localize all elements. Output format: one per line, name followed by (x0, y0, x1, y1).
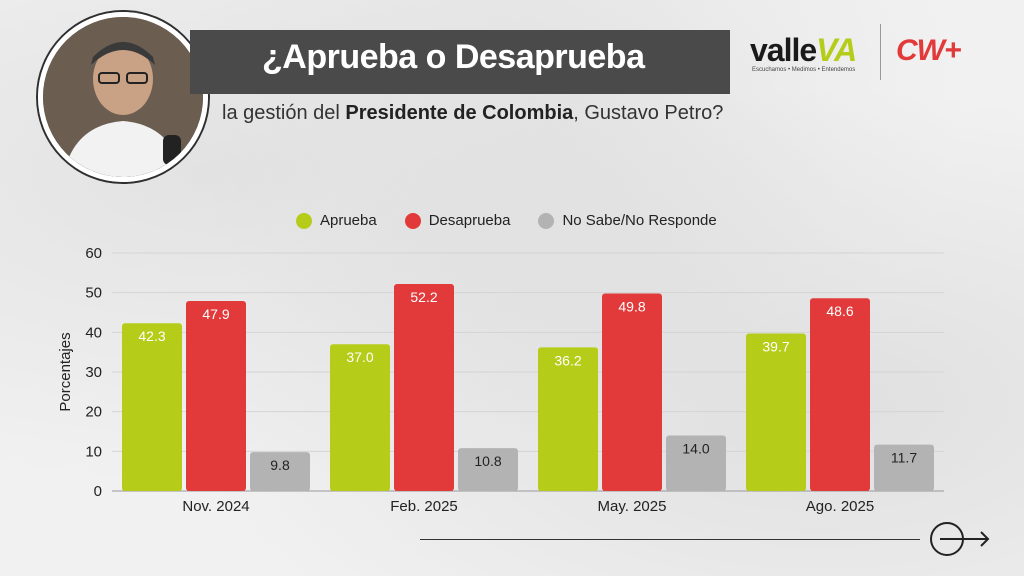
valleva-logo: valleVA (750, 32, 857, 69)
page-title: ¿Aprueba o Desaprueba (262, 38, 645, 76)
bar-value-label: 39.7 (762, 339, 789, 355)
bar-value-label: 36.2 (554, 352, 581, 368)
y-tick-label: 10 (85, 443, 102, 460)
bar (666, 435, 726, 491)
bar-value-label: 52.2 (410, 289, 437, 305)
bar-value-label: 49.8 (618, 298, 645, 314)
bar (538, 347, 598, 491)
bar (746, 333, 806, 491)
y-axis-label: Porcentajes (57, 332, 74, 411)
valle-logo-text: valle (750, 32, 817, 68)
y-tick-label: 20 (85, 404, 102, 421)
y-tick-label: 50 (85, 285, 102, 302)
x-tick-label: Nov. 2024 (182, 498, 249, 515)
legend-aprueba-dot (296, 212, 312, 229)
bar-value-label: 11.7 (891, 450, 917, 466)
legend-desaprueba: Desaprueba (404, 212, 511, 229)
bar-value-label: 42.3 (138, 328, 165, 344)
bar (602, 293, 662, 491)
cw-logo: CW+ (896, 34, 961, 67)
page-subtitle: la gestión del Presidente de Colombia, G… (222, 102, 723, 125)
bar-value-label: 37.0 (346, 349, 373, 365)
bar-value-label: 47.9 (202, 306, 229, 322)
y-tick-label: 30 (85, 364, 102, 381)
y-tick-label: 40 (85, 324, 102, 341)
logo-divider (880, 24, 881, 80)
legend-nosabe-dot (538, 212, 555, 229)
bar (186, 300, 246, 491)
next-button[interactable] (930, 522, 990, 556)
legend-nosabe: No Sabe/No Responde (538, 212, 717, 229)
bar (250, 452, 310, 491)
bar (810, 298, 870, 491)
x-tick-label: Ago. 2025 (806, 498, 874, 515)
bar-value-label: 9.8 (270, 457, 290, 473)
legend-nosabe-label: No Sabe/No Responde (562, 212, 717, 229)
title-bar (190, 30, 730, 94)
bar-value-label: 10.8 (474, 453, 501, 469)
legend-aprueba-label: Aprueba (320, 212, 377, 229)
bar (122, 323, 182, 491)
va-logo-text: VA (816, 32, 857, 68)
valleva-tagline: Escuchamos • Medimos • Entendemos (752, 67, 856, 73)
portrait-icon (43, 17, 203, 177)
bar-value-label: 48.6 (826, 303, 853, 319)
x-tick-label: Feb. 2025 (390, 498, 458, 515)
bar-value-label: 14.0 (682, 440, 709, 456)
chart-legend: Aprueba Desaprueba No Sabe/No Responde (296, 212, 717, 229)
bar (394, 283, 454, 491)
arrow-right-icon (940, 531, 990, 547)
bar (458, 448, 518, 491)
bar (874, 444, 934, 491)
y-tick-label: 0 (94, 483, 102, 500)
president-portrait (38, 12, 208, 182)
bottom-divider (420, 539, 920, 540)
y-tick-label: 60 (85, 245, 102, 262)
legend-aprueba: Aprueba (296, 212, 377, 229)
subtitle-bold-text: Presidente de Colombia (345, 102, 574, 124)
subtitle-end-text: , Gustavo Petro? (573, 102, 724, 124)
legend-desaprueba-dot (404, 212, 421, 229)
x-tick-label: May. 2025 (598, 498, 667, 515)
legend-desaprueba-label: Desaprueba (428, 212, 511, 229)
subtitle-text: la gestión del (222, 102, 346, 124)
bar (330, 344, 390, 491)
